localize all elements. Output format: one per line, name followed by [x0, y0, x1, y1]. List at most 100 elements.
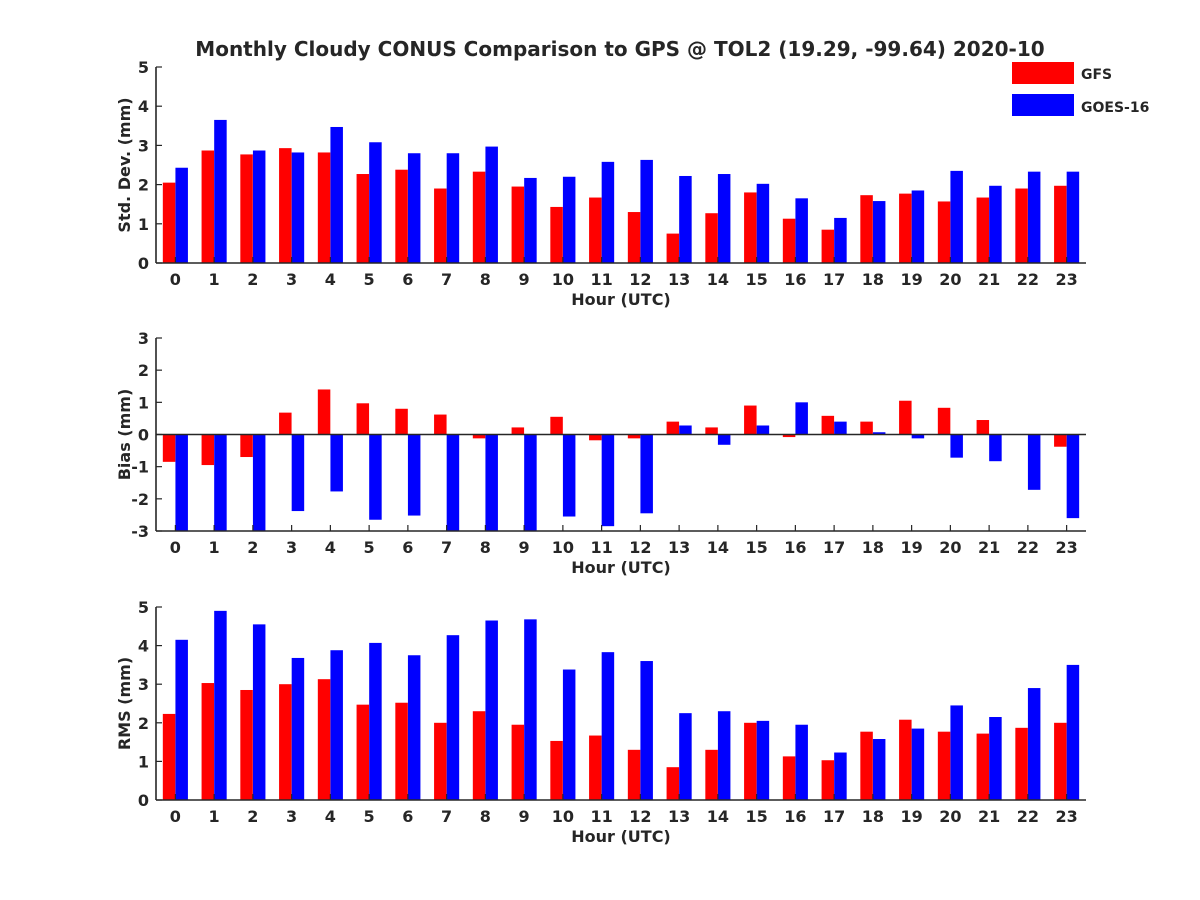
rms-bar-gfs-12	[627, 749, 641, 800]
bias-bar-goes16-6	[407, 434, 421, 516]
bias-bar-gfs-11	[589, 434, 602, 441]
bias-x-tick-label: 0	[170, 538, 181, 557]
std-dev-y-tick-label: 0	[138, 254, 149, 273]
std-dev-bar-goes16-13	[679, 175, 692, 263]
rms-bar-goes16-16	[795, 724, 808, 800]
bias-bar-goes16-9	[524, 434, 537, 531]
rms-bar-gfs-11	[589, 735, 602, 800]
std-dev-x-tick-label: 19	[900, 270, 922, 289]
std-dev-x-tick-label: 3	[286, 270, 297, 289]
bias-bar-goes16-5	[369, 434, 382, 520]
rms-x-tick-label: 20	[939, 807, 961, 826]
rms-x-tick-label: 3	[286, 807, 297, 826]
std-dev-bar-goes16-3	[291, 152, 305, 263]
bias-bar-gfs-20	[937, 407, 951, 435]
std-dev-bar-gfs-23	[1054, 185, 1067, 263]
bias-x-tick-label: 20	[939, 538, 961, 557]
std-dev-bar-goes16-20	[950, 170, 963, 263]
std-dev-bar-goes16-16	[795, 198, 808, 263]
bias-y-tick-label: 0	[138, 426, 149, 445]
bias-x-tick-label: 21	[978, 538, 1000, 557]
bias-x-tick-label: 11	[590, 538, 612, 557]
rms-bar-goes16-6	[407, 655, 421, 800]
bias-bar-gfs-15	[744, 405, 757, 435]
bias-x-tick-label: 14	[707, 538, 729, 557]
bias-bar-gfs-14	[705, 427, 718, 435]
std-dev-x-tick-label: 13	[668, 270, 690, 289]
bias-x-tick-label: 16	[784, 538, 806, 557]
std-dev-y-tick-label: 1	[138, 215, 149, 234]
std-dev-bar-gfs-21	[976, 197, 990, 263]
std-dev-x-tick-label: 9	[519, 270, 530, 289]
rms-y-tick-label: 0	[138, 791, 149, 810]
bias-bar-gfs-19	[899, 400, 912, 435]
rms-bar-goes16-7	[446, 635, 460, 800]
rms-x-tick-label: 13	[668, 807, 690, 826]
bias-x-tick-label: 10	[552, 538, 574, 557]
std-dev-bar-gfs-5	[356, 174, 370, 263]
rms-x-tick-label: 15	[745, 807, 767, 826]
rms-bar-gfs-21	[976, 733, 990, 800]
std-dev-bar-gfs-6	[395, 169, 408, 263]
bias-bar-goes16-11	[601, 434, 615, 527]
std-dev-x-tick-label: 20	[939, 270, 961, 289]
rms-bar-gfs-5	[356, 704, 370, 800]
std-dev-bar-gfs-17	[821, 229, 835, 263]
rms-bar-gfs-0	[162, 713, 176, 800]
std-dev-x-tick-label: 5	[364, 270, 375, 289]
bias-bar-goes16-22	[1027, 434, 1041, 490]
rms-y-tick-label: 4	[138, 637, 149, 656]
rms-bar-gfs-15	[744, 722, 757, 800]
bias-bar-goes16-0	[175, 434, 188, 531]
rms-x-tick-label: 4	[325, 807, 336, 826]
legend-label-goes16: GOES-16	[1081, 100, 1149, 116]
rms-bar-gfs-6	[395, 702, 408, 800]
std-dev-bar-goes16-0	[175, 167, 188, 263]
bias-bar-goes16-2	[252, 434, 266, 531]
bias-y-tick-label: -2	[131, 490, 149, 509]
rms-bar-gfs-22	[1015, 727, 1028, 800]
std-dev-y-tick-label: 2	[138, 176, 149, 195]
rms-y-tick-label: 1	[138, 752, 149, 771]
rms-bar-goes16-14	[717, 711, 731, 800]
rms-bar-goes16-1	[214, 610, 227, 800]
rms-y-tick-label: 3	[138, 675, 149, 694]
std-dev-x-tick-label: 11	[590, 270, 612, 289]
std-dev-bar-goes16-23	[1066, 171, 1080, 263]
bias-x-tick-label: 8	[480, 538, 491, 557]
bias-bar-gfs-16	[782, 434, 796, 438]
rms-y-tick-label: 5	[138, 598, 149, 617]
std-dev-x-tick-label: 15	[745, 270, 767, 289]
std-dev-x-tick-label: 8	[480, 270, 491, 289]
bias-y-tick-label: -3	[131, 522, 149, 541]
bias-bar-gfs-6	[395, 408, 408, 435]
bias-x-tick-label: 23	[1055, 538, 1077, 557]
std-dev-bar-goes16-12	[640, 159, 653, 263]
bias-bar-goes16-15	[756, 425, 770, 435]
rms-bar-gfs-4	[317, 679, 331, 800]
rms-bar-goes16-22	[1027, 688, 1041, 800]
bias-bar-gfs-8	[472, 434, 486, 439]
std-dev-x-tick-label: 18	[862, 270, 884, 289]
bias-y-tick-label: -1	[131, 458, 149, 477]
rms-bar-goes16-18	[872, 739, 886, 800]
rms-x-axis-label: Hour (UTC)	[571, 827, 671, 846]
rms-x-tick-label: 6	[402, 807, 413, 826]
rms-x-tick-label: 17	[823, 807, 845, 826]
rms-x-tick-label: 7	[441, 807, 452, 826]
legend: GFS GOES-16	[1012, 62, 1149, 116]
bias-bar-gfs-17	[821, 415, 835, 435]
std-dev-x-tick-label: 23	[1055, 270, 1077, 289]
rms-bar-gfs-17	[821, 760, 835, 800]
bias-x-tick-label: 15	[745, 538, 767, 557]
bias-x-tick-label: 4	[325, 538, 336, 557]
std-dev-x-tick-label: 17	[823, 270, 845, 289]
rms-x-tick-label: 23	[1055, 807, 1077, 826]
std-dev-bar-goes16-18	[872, 201, 886, 263]
std-dev-x-tick-label: 16	[784, 270, 806, 289]
bias-y-tick-label: 3	[138, 329, 149, 348]
rms-bar-goes16-3	[291, 657, 305, 800]
std-dev-bar-goes16-9	[524, 177, 537, 263]
